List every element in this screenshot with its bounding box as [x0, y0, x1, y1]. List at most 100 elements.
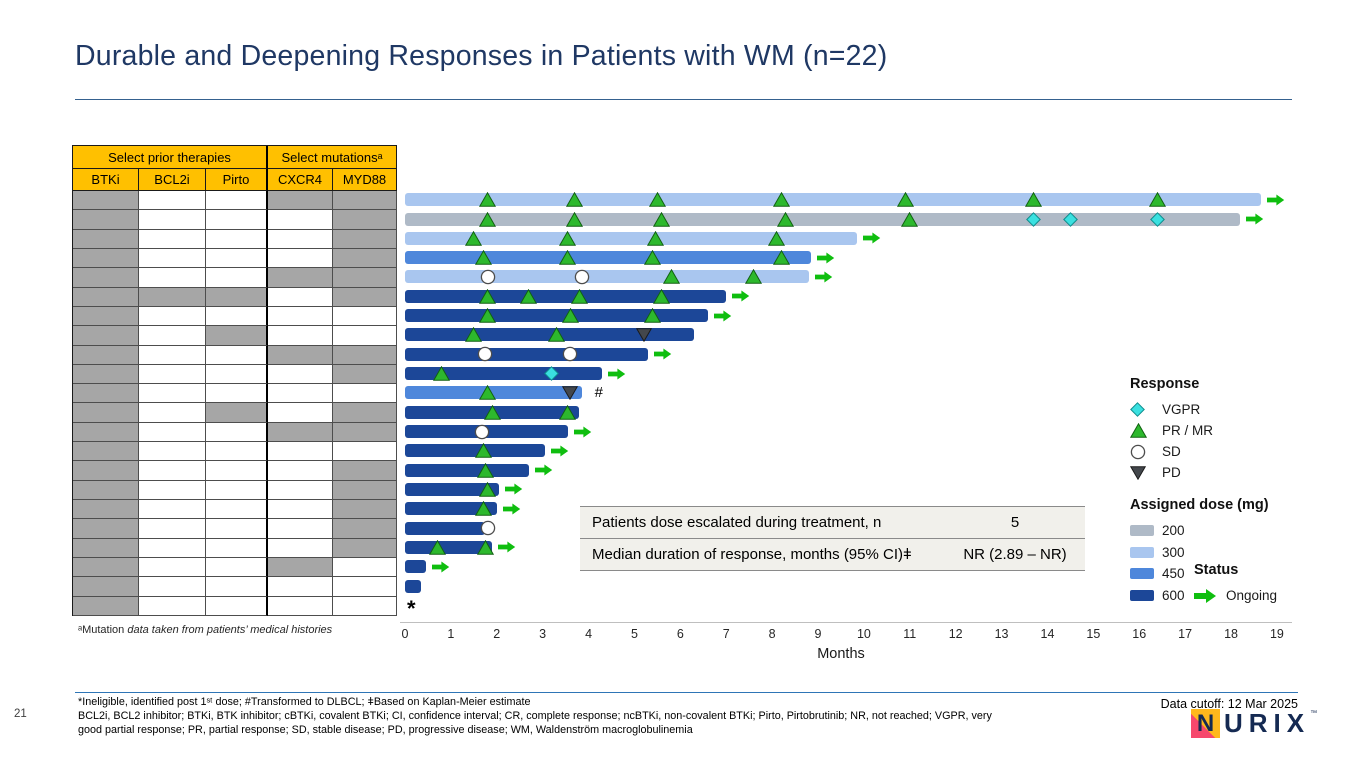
stats-value: 5 [1010, 514, 1020, 531]
therapy-cell [139, 500, 206, 520]
x-axis-tick: 10 [856, 627, 871, 641]
legend-response-items: VGPR PR / MR SD PD [1130, 399, 1213, 483]
legend-dose-items: 200 300 450 600 [1130, 520, 1269, 606]
therapy-cell [268, 229, 333, 249]
therapy-cell [333, 557, 397, 578]
therapy-col-header: CXCR4 [268, 169, 333, 191]
legend-item-dose-600: 600 [1130, 585, 1269, 607]
therapy-cell [139, 442, 206, 462]
pr-mr-marker-icon [644, 250, 662, 266]
swimmer-bar [405, 289, 727, 303]
pr-mr-marker-icon [479, 308, 497, 324]
pd-marker-icon [561, 385, 579, 401]
therapy-cell [206, 538, 268, 558]
x-axis-tick: 5 [630, 627, 638, 641]
pr-mr-marker-icon [474, 250, 492, 266]
therapy-cell [139, 557, 206, 578]
therapy-cell [268, 596, 333, 616]
stats-label: Patients dose escalated during treatment… [592, 514, 882, 531]
therapy-cell [333, 287, 397, 307]
therapy-cell [268, 210, 333, 230]
sd-marker-icon [561, 346, 579, 362]
pr-mr-marker-icon [768, 230, 786, 246]
therapy-cell [73, 519, 139, 539]
x-axis-tick: 13 [994, 627, 1009, 641]
sd-marker-icon [573, 269, 591, 285]
therapy-cell [268, 519, 333, 539]
pr-mr-marker-icon [1149, 192, 1167, 208]
therapy-cell [139, 596, 206, 616]
therapy-table-footnote-italic: data taken from patients’ medical histor… [127, 624, 333, 636]
therapy-cell [139, 461, 206, 481]
therapy-cell [73, 461, 139, 481]
ongoing-arrow-icon [1194, 588, 1218, 604]
therapy-cell [333, 500, 397, 520]
therapy-cell [73, 403, 139, 423]
x-axis-tick: 2 [493, 627, 501, 641]
trademark-symbol: ™ [1310, 710, 1318, 717]
therapy-cell [333, 306, 397, 327]
pr-mr-marker-icon [648, 192, 666, 208]
x-axis-tick: 8 [768, 627, 776, 641]
pr-mr-marker-icon [476, 462, 494, 478]
therapy-cell [333, 191, 397, 211]
swimmer-bar [405, 270, 809, 284]
swimmer-bar [405, 521, 486, 535]
therapy-cell [139, 287, 206, 307]
x-axis-tick: 17 [1178, 627, 1193, 641]
therapy-cell [73, 442, 139, 462]
pr-mr-marker-icon [745, 269, 763, 285]
therapy-cell [333, 384, 397, 404]
stats-label: Median duration of response, months (95%… [592, 546, 912, 563]
pd-icon [1130, 465, 1154, 480]
therapy-cell [206, 519, 268, 539]
ongoing-arrow-icon [573, 424, 592, 440]
therapy-cell [206, 480, 268, 500]
legend-item-label: 450 [1162, 566, 1185, 582]
ongoing-arrow-icon [814, 269, 833, 285]
pr-mr-marker-icon [644, 308, 662, 324]
therapy-cell [268, 480, 333, 500]
therapy-cell [268, 384, 333, 404]
vgpr-marker-icon [1061, 211, 1079, 227]
legend-response-title: Response [1130, 376, 1200, 392]
therapy-cell [206, 191, 268, 211]
pr-mr-marker-icon [570, 288, 588, 304]
therapy-cell [139, 538, 206, 558]
vgpr-marker-icon [1149, 211, 1167, 227]
x-axis-tick: 1 [447, 627, 455, 641]
pr-mr-marker-icon [777, 211, 795, 227]
therapy-group-header: Select mutationsᵃ [268, 146, 397, 169]
ongoing-arrow-icon [863, 230, 881, 246]
legend-item-label: VGPR [1162, 402, 1201, 417]
therapy-cell [268, 191, 333, 211]
pr-mr-marker-icon [479, 385, 497, 401]
legend-item-label: SD [1162, 444, 1181, 459]
therapy-col-header: MYD88 [333, 169, 397, 191]
pr-mr-marker-icon [559, 404, 577, 420]
x-axis-tick: 4 [585, 627, 593, 641]
therapy-table-footnote: ᵃMutation data taken from patients’ medi… [78, 624, 332, 636]
dose-swatch [1130, 546, 1154, 558]
pr-mr-marker-icon [474, 501, 492, 517]
swimmer-bar [405, 386, 582, 400]
x-axis-tick: 19 [1269, 627, 1284, 641]
therapy-cell [139, 345, 206, 365]
therapy-col-header: Pirto [206, 169, 268, 191]
legend-item-label: 600 [1162, 588, 1185, 604]
legend-item-label: Ongoing [1226, 588, 1278, 603]
therapy-cell [333, 577, 397, 597]
pr-mr-marker-icon [1025, 192, 1043, 208]
therapy-cell [206, 287, 268, 307]
footnote-line: BCL2i, BCL2 inhibitor; BTKi, BTK inhibit… [78, 709, 992, 722]
legend-item-dose-200: 200 [1130, 520, 1269, 542]
therapy-cell [206, 364, 268, 385]
therapy-cell [73, 577, 139, 597]
ongoing-arrow-icon [1246, 211, 1264, 227]
therapy-cell [333, 248, 397, 269]
swimmer-bar [405, 231, 858, 245]
therapy-cell [139, 229, 206, 249]
therapy-cell [333, 268, 397, 288]
pr-mr-marker-icon [433, 366, 451, 382]
